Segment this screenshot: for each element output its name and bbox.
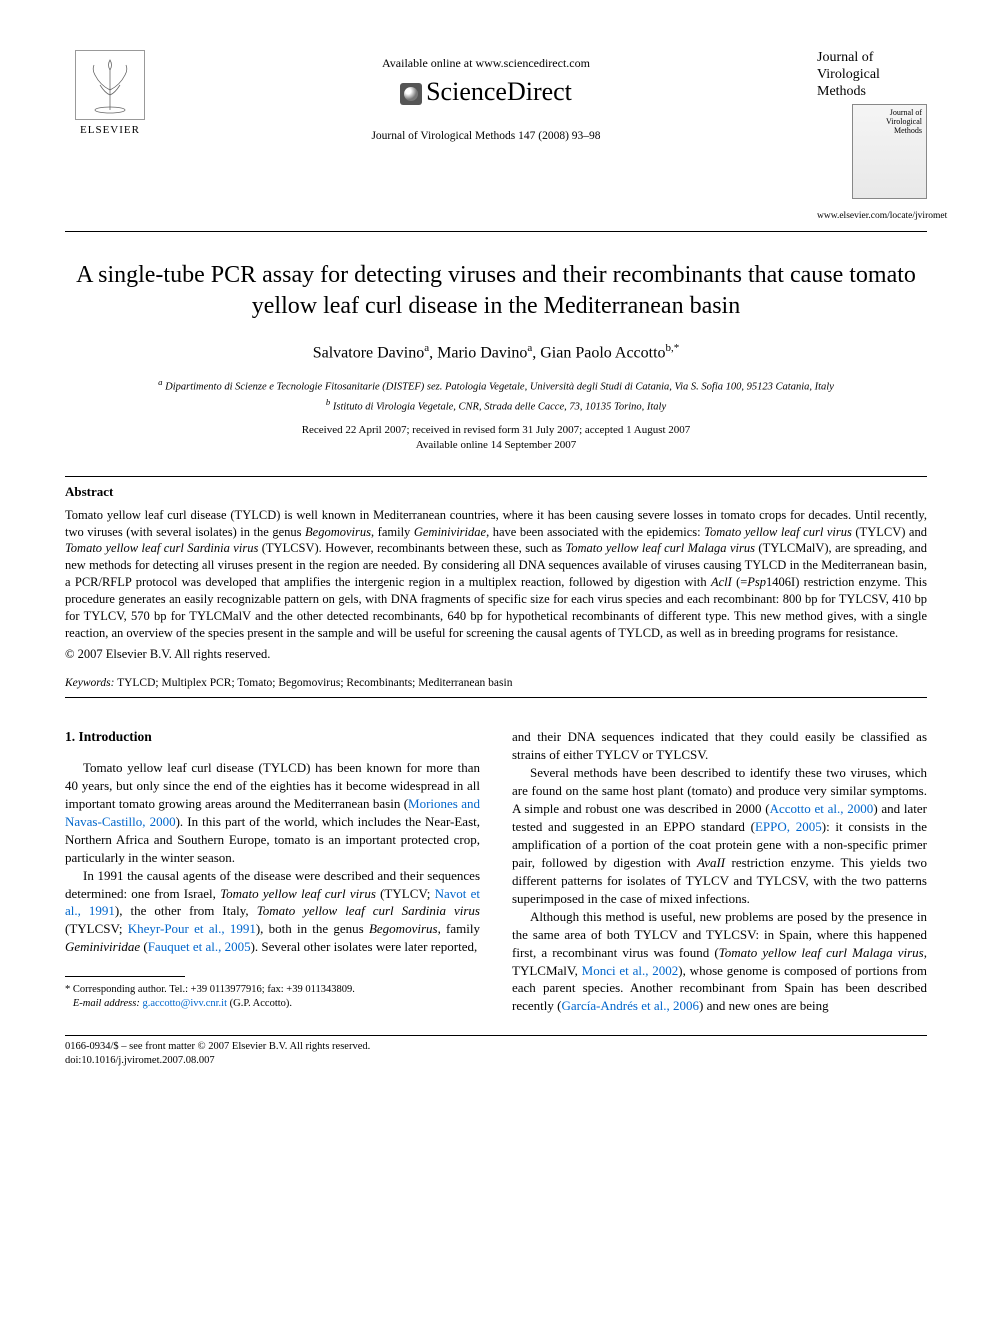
body-paragraph: In 1991 the causal agents of the disease… — [65, 867, 480, 957]
affiliation-b: Istituto di Virologia Vegetale, CNR, Str… — [333, 401, 666, 412]
elsevier-logo: ELSEVIER — [65, 50, 155, 138]
affiliation-a: Dipartimento di Scienze e Tecnologie Fit… — [165, 382, 834, 393]
corresponding-email[interactable]: g.accotto@ivv.cnr.it — [142, 998, 227, 1009]
page-header: ELSEVIER Available online at www.science… — [65, 50, 927, 223]
article-dates: Received 22 April 2007; received in revi… — [65, 423, 927, 454]
corresponding-footnote: * Corresponding author. Tel.: +39 011397… — [65, 983, 480, 1011]
journal-name-side: Journal of Virological Methods — [817, 50, 927, 100]
authors: Salvatore Davinoa, Mario Davinoa, Gian P… — [65, 341, 927, 365]
journal-url: www.elsevier.com/locate/jviromet — [817, 210, 927, 223]
citation-link[interactable]: Accotto et al., 2000 — [770, 801, 874, 816]
affiliations: a Dipartimento di Scienze e Tecnologie F… — [65, 376, 927, 414]
keywords-text: TYLCD; Multiplex PCR; Tomato; Begomoviru… — [117, 677, 512, 689]
footer-rule — [65, 1035, 927, 1036]
abstract-heading: Abstract — [65, 483, 927, 501]
email-label: E-mail address: — [73, 998, 140, 1009]
footer-line1: 0166-0934/$ – see front matter © 2007 El… — [65, 1041, 370, 1052]
available-online-text: Available online at www.sciencedirect.co… — [155, 55, 817, 72]
online-date: Available online 14 September 2007 — [416, 439, 576, 451]
journal-cover-icon: Journal ofVirologicalMethods — [852, 104, 927, 199]
left-column: 1. Introduction Tomato yellow leaf curl … — [65, 728, 480, 1015]
abstract-copyright: © 2007 Elsevier B.V. All rights reserved… — [65, 646, 927, 664]
sciencedirect-icon — [400, 83, 422, 105]
citation-link[interactable]: EPPO, 2005 — [755, 819, 822, 834]
body-paragraph: Tomato yellow leaf curl disease (TYLCD) … — [65, 759, 480, 867]
citation-link[interactable]: Monci et al., 2002 — [582, 963, 679, 978]
keywords: Keywords: TYLCD; Multiplex PCR; Tomato; … — [65, 675, 927, 691]
abstract-bottom-rule — [65, 697, 927, 698]
right-column: and their DNA sequences indicated that t… — [512, 728, 927, 1015]
footer: 0166-0934/$ – see front matter © 2007 El… — [65, 1040, 927, 1068]
article-title: A single-tube PCR assay for detecting vi… — [65, 260, 927, 322]
abstract-text: Tomato yellow leaf curl disease (TYLCD) … — [65, 507, 927, 642]
header-rule — [65, 231, 927, 232]
elsevier-tree-icon — [75, 50, 145, 120]
citation-link[interactable]: Moriones and Navas-Castillo, 2000 — [65, 796, 480, 829]
keywords-label: Keywords: — [65, 677, 114, 689]
sciencedirect-text: ScienceDirect — [426, 77, 572, 106]
body-paragraph: Several methods have been described to i… — [512, 764, 927, 908]
received-date: Received 22 April 2007; received in revi… — [302, 424, 691, 436]
citation-link[interactable]: García-Andrés et al., 2006 — [561, 998, 699, 1013]
citation-link[interactable]: Kheyr-Pour et al., 1991 — [128, 921, 256, 936]
header-center: Available online at www.sciencedirect.co… — [155, 50, 817, 144]
body-paragraph: and their DNA sequences indicated that t… — [512, 728, 927, 764]
journal-reference: Journal of Virological Methods 147 (2008… — [155, 128, 817, 144]
body-paragraph: Although this method is useful, new prob… — [512, 908, 927, 1016]
body-columns: 1. Introduction Tomato yellow leaf curl … — [65, 728, 927, 1015]
elsevier-label: ELSEVIER — [80, 123, 140, 138]
footnote-rule — [65, 976, 185, 977]
abstract-top-rule — [65, 476, 927, 477]
journal-logo-block: Journal of Virological Methods Journal o… — [817, 50, 927, 223]
introduction-heading: 1. Introduction — [65, 728, 480, 747]
email-attribution: (G.P. Accotto). — [230, 998, 292, 1009]
corresponding-text: * Corresponding author. Tel.: +39 011397… — [65, 984, 355, 995]
footer-doi: doi:10.1016/j.jviromet.2007.08.007 — [65, 1055, 215, 1066]
citation-link[interactable]: Fauquet et al., 2005 — [148, 939, 251, 954]
sciencedirect-logo: ScienceDirect — [155, 74, 817, 110]
